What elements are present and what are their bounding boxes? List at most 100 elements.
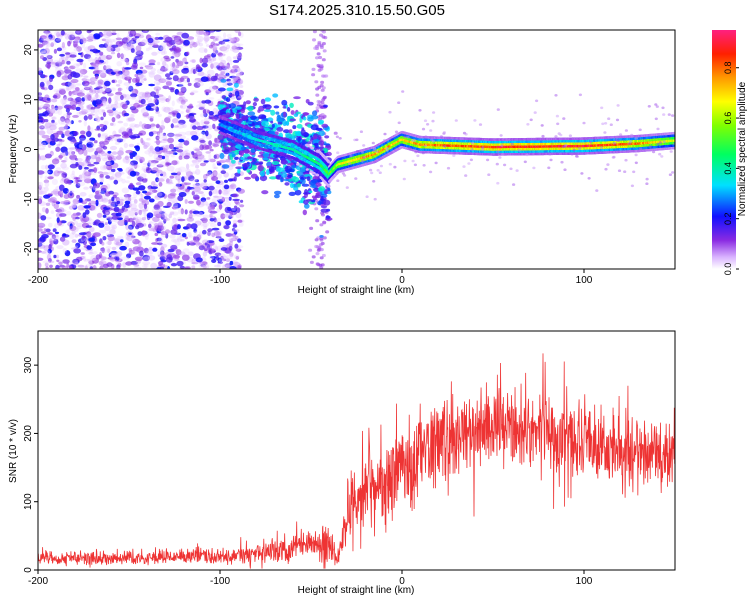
heatmap-point	[167, 133, 175, 138]
heatmap-point	[178, 155, 183, 160]
heatmap-point	[50, 236, 58, 242]
heatmap-point	[198, 47, 206, 53]
heatmap-point	[72, 204, 78, 210]
heatmap-point	[62, 247, 67, 254]
heatmap-point	[142, 190, 148, 194]
heatmap-point	[231, 207, 236, 211]
heatmap-point	[208, 58, 212, 61]
heatmap-point	[213, 188, 217, 195]
heatmap-point	[88, 33, 95, 40]
heatmap-point	[170, 123, 174, 129]
heatmap-point	[80, 217, 88, 224]
heatmap-point	[159, 173, 164, 177]
heatmap-point	[193, 186, 202, 192]
heatmap-point	[89, 185, 93, 189]
heatmap-point	[125, 149, 134, 154]
heatmap-point	[151, 181, 156, 186]
heatmap-point	[161, 212, 168, 218]
heatmap-point	[96, 89, 104, 94]
heatmap-point	[196, 199, 201, 206]
heatmap-point	[134, 36, 140, 39]
heatmap-point	[79, 192, 87, 197]
heatmap-point	[169, 143, 174, 150]
heatmap-point	[116, 200, 121, 204]
heatmap-point	[78, 52, 82, 55]
heatmap-point	[127, 225, 133, 232]
heatmap-point	[221, 164, 230, 169]
heatmap-point	[116, 52, 121, 59]
heatmap-point	[191, 258, 196, 265]
heatmap-point	[46, 253, 52, 261]
heatmap-point	[129, 96, 137, 100]
heatmap-point	[131, 235, 136, 239]
heatmap-point	[49, 197, 57, 202]
heatmap-point	[146, 137, 151, 141]
heatmap-point	[236, 73, 242, 77]
heatmap-point	[131, 220, 136, 228]
heatmap-point	[44, 181, 50, 188]
heatmap-point	[82, 160, 88, 165]
heatmap-point	[102, 214, 107, 218]
heatmap-point	[262, 104, 267, 109]
heatmap-point	[314, 207, 319, 211]
heatmap-point	[201, 193, 206, 197]
heatmap-point	[220, 70, 226, 74]
heatmap-point	[223, 149, 230, 155]
heatmap-point	[112, 109, 119, 116]
heatmap-point	[325, 230, 330, 234]
heatmap-point	[106, 241, 113, 245]
heatmap-point	[320, 208, 329, 213]
heatmap-point	[143, 263, 149, 269]
heatmap-point	[189, 210, 193, 214]
heatmap-point	[140, 77, 144, 81]
heatmap-point	[61, 82, 69, 86]
heatmap-point	[102, 157, 109, 162]
heatmap-point	[78, 197, 83, 203]
heatmap-point	[77, 181, 86, 187]
heatmap-point	[145, 47, 150, 52]
heatmap-point	[209, 210, 218, 214]
heatmap-point	[106, 161, 112, 165]
heatmap-point	[119, 245, 127, 251]
heatmap-point	[110, 250, 118, 255]
heatmap-point	[46, 138, 51, 144]
heatmap-point	[40, 231, 47, 234]
heatmap-point	[202, 222, 209, 227]
heatmap-point	[163, 155, 170, 161]
heatmap-point	[213, 244, 218, 250]
heatmap-point	[197, 73, 202, 76]
heatmap-point	[121, 256, 130, 261]
heatmap-point	[213, 217, 217, 223]
heatmap-point	[234, 106, 242, 110]
heatmap-point	[95, 254, 101, 260]
heatmap-point	[92, 265, 97, 269]
heatmap-point	[136, 142, 140, 146]
heatmap-point	[99, 54, 107, 61]
heatmap-point	[141, 140, 145, 146]
heatmap-point	[232, 67, 238, 74]
heatmap-point	[134, 73, 138, 78]
heatmap-point	[135, 245, 143, 251]
heatmap-point	[210, 75, 218, 82]
heatmap-point	[209, 215, 216, 219]
heatmap-point	[161, 119, 165, 126]
heatmap-point	[102, 145, 108, 150]
heatmap-point	[172, 62, 176, 68]
heatmap-point	[156, 171, 160, 177]
heatmap-point	[53, 170, 60, 177]
heatmap-point	[64, 34, 70, 39]
heatmap-point	[38, 181, 44, 188]
heatmap-point	[147, 37, 154, 44]
heatmap-point	[220, 170, 226, 175]
heatmap-point	[93, 94, 101, 100]
heatmap-point	[169, 192, 177, 196]
heatmap-point	[116, 61, 123, 67]
heatmap-point	[132, 250, 137, 256]
heatmap-point	[90, 127, 94, 134]
heatmap-point	[212, 111, 219, 115]
heatmap-point	[66, 87, 72, 91]
heatmap-point	[141, 178, 148, 183]
heatmap-point	[317, 201, 322, 206]
heatmap-point	[181, 254, 190, 261]
heatmap-point	[83, 120, 88, 127]
